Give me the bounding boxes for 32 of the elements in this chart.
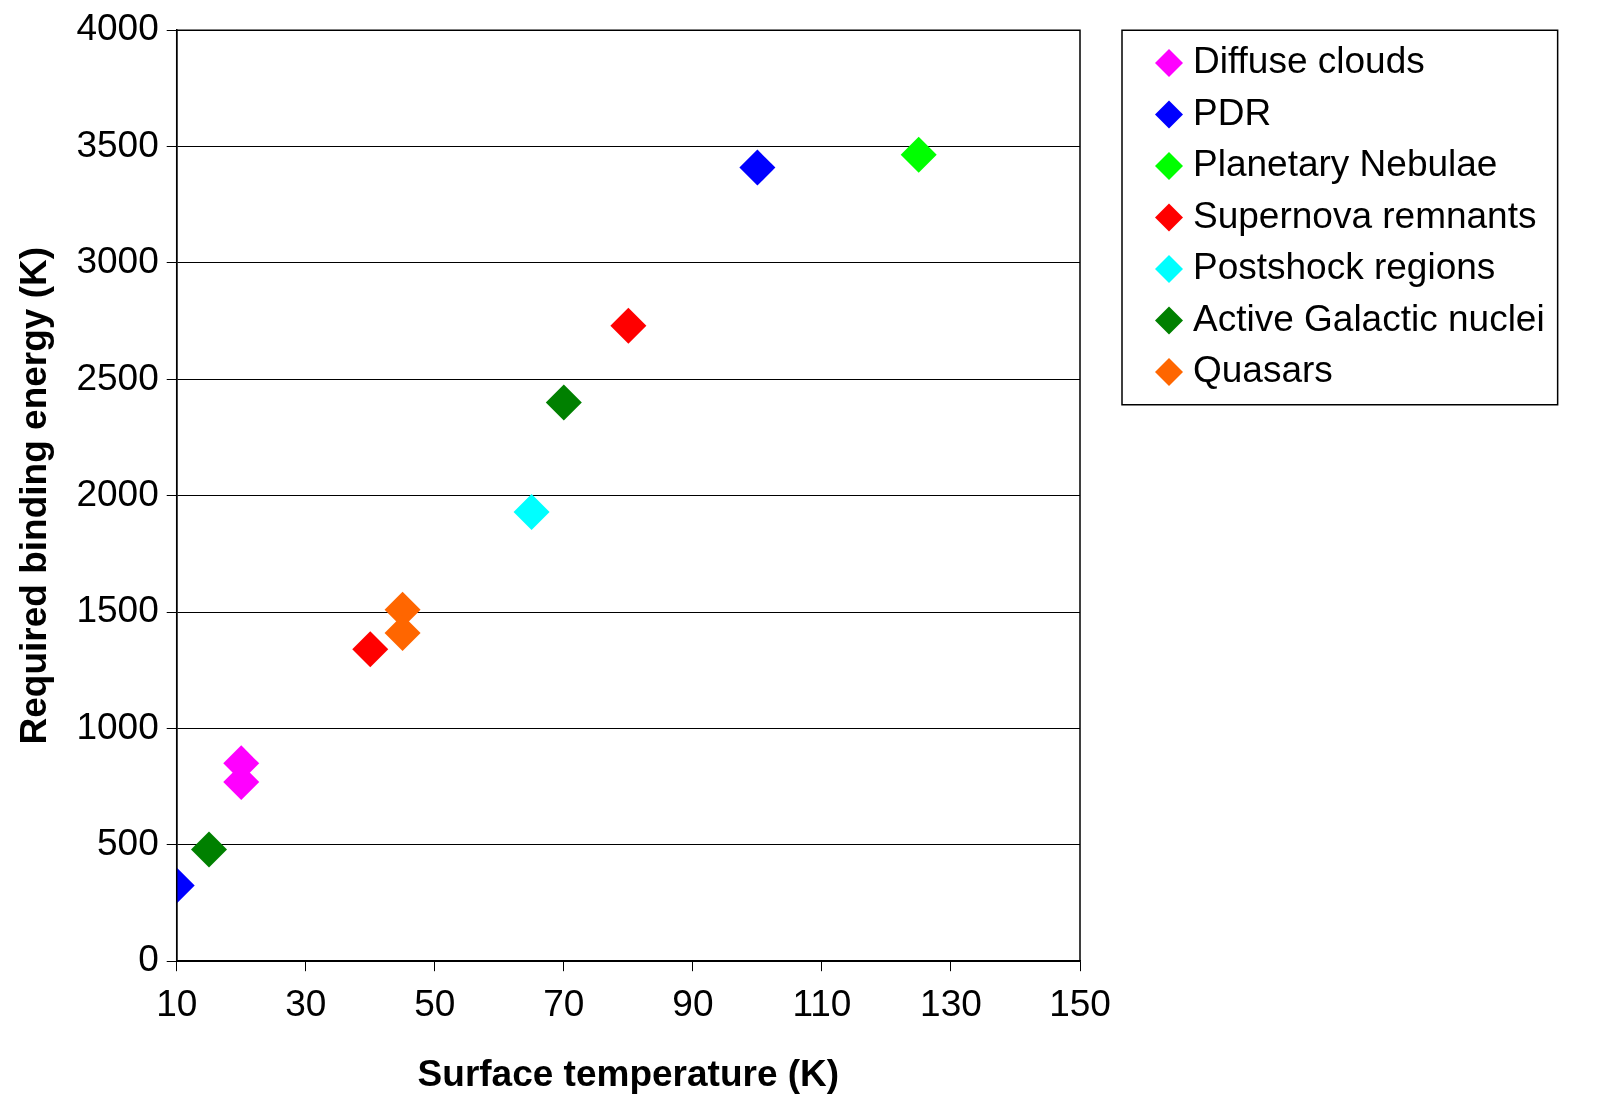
legend-label: Active Galactic nuclei xyxy=(1193,297,1545,339)
legend-label: Supernova remnants xyxy=(1193,194,1537,236)
y-tick-label: 1500 xyxy=(76,589,159,631)
y-axis-title: Required binding energy (K) xyxy=(13,246,55,745)
legend-label: Diffuse clouds xyxy=(1193,40,1425,82)
y-tick-label: 4000 xyxy=(76,7,159,49)
x-tick-label: 70 xyxy=(543,982,585,1024)
x-axis-title: Surface temperature (K) xyxy=(417,1053,840,1094)
x-tick-label: 30 xyxy=(285,982,327,1024)
point xyxy=(513,493,550,530)
legend-label: Postshock regions xyxy=(1193,246,1496,288)
y-tick-label: 3500 xyxy=(76,123,159,165)
x-tick-label: 110 xyxy=(792,982,852,1024)
point xyxy=(900,136,937,173)
x-tick-label: 90 xyxy=(672,982,714,1024)
legend-label: PDR xyxy=(1193,91,1272,133)
point xyxy=(190,831,227,868)
y-tick-label: 500 xyxy=(96,822,159,864)
x-tick-label: 50 xyxy=(414,982,456,1024)
point xyxy=(610,307,647,344)
y-tick-label: 0 xyxy=(138,938,159,980)
y-tick-label: 1000 xyxy=(76,705,159,747)
y-tick-label: 3000 xyxy=(76,240,159,282)
x-tick-label: 10 xyxy=(156,982,198,1024)
y-tick-label: 2500 xyxy=(76,356,159,398)
x-tick-label: 130 xyxy=(920,982,982,1024)
legend-label: Quasars xyxy=(1193,349,1333,391)
legend-label: Planetary Nebulae xyxy=(1193,143,1498,185)
y-tick-label: 2000 xyxy=(76,472,159,514)
point xyxy=(545,384,582,421)
point xyxy=(352,631,389,668)
x-tick-label: 150 xyxy=(1049,982,1111,1024)
